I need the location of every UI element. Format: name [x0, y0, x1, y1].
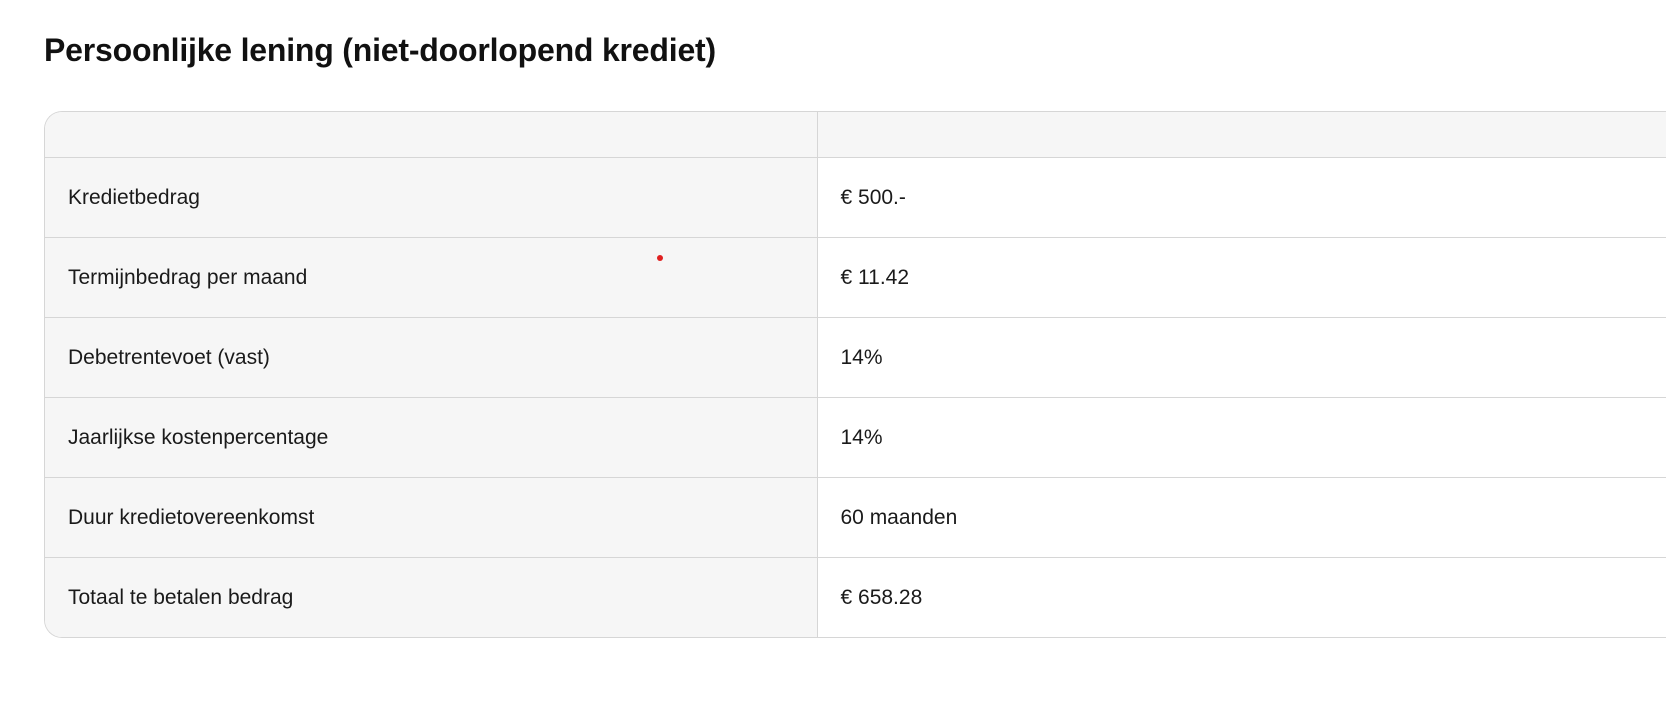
row-value: 60 maanden [817, 477, 1666, 558]
row-value: € 11.42 [817, 237, 1666, 318]
page-title: Persoonlijke lening (niet-doorlopend kre… [44, 32, 716, 68]
table-row: Jaarlijkse kostenpercentage 14% [45, 397, 1666, 478]
header-value-column [817, 112, 1666, 158]
row-value: 14% [817, 317, 1666, 398]
row-value: € 658.28 [817, 557, 1666, 637]
table-row: Totaal te betalen bedrag € 658.28 [45, 557, 1666, 637]
row-value: € 500.- [817, 157, 1666, 238]
table-row: Duur kredietovereenkomst 60 maanden [45, 477, 1666, 558]
loan-table: Kredietbedrag € 500.- Termijnbedrag per … [45, 112, 1666, 637]
row-value: 14% [817, 397, 1666, 478]
row-label: Totaal te betalen bedrag [45, 557, 818, 637]
loan-details-table: Kredietbedrag € 500.- Termijnbedrag per … [44, 111, 1666, 638]
row-label: Debetrentevoet (vast) [45, 317, 818, 398]
table-row: Termijnbedrag per maand € 11.42 [45, 237, 1666, 318]
red-dot-marker [657, 255, 663, 261]
table-row: Kredietbedrag € 500.- [45, 157, 1666, 238]
row-label: Duur kredietovereenkomst [45, 477, 818, 558]
table-header-row [45, 112, 1666, 158]
table-row: Debetrentevoet (vast) 14% [45, 317, 1666, 398]
row-label: Kredietbedrag [45, 157, 818, 238]
header-label-column [45, 112, 818, 158]
row-label: Termijnbedrag per maand [45, 237, 818, 318]
row-label: Jaarlijkse kostenpercentage [45, 397, 818, 478]
